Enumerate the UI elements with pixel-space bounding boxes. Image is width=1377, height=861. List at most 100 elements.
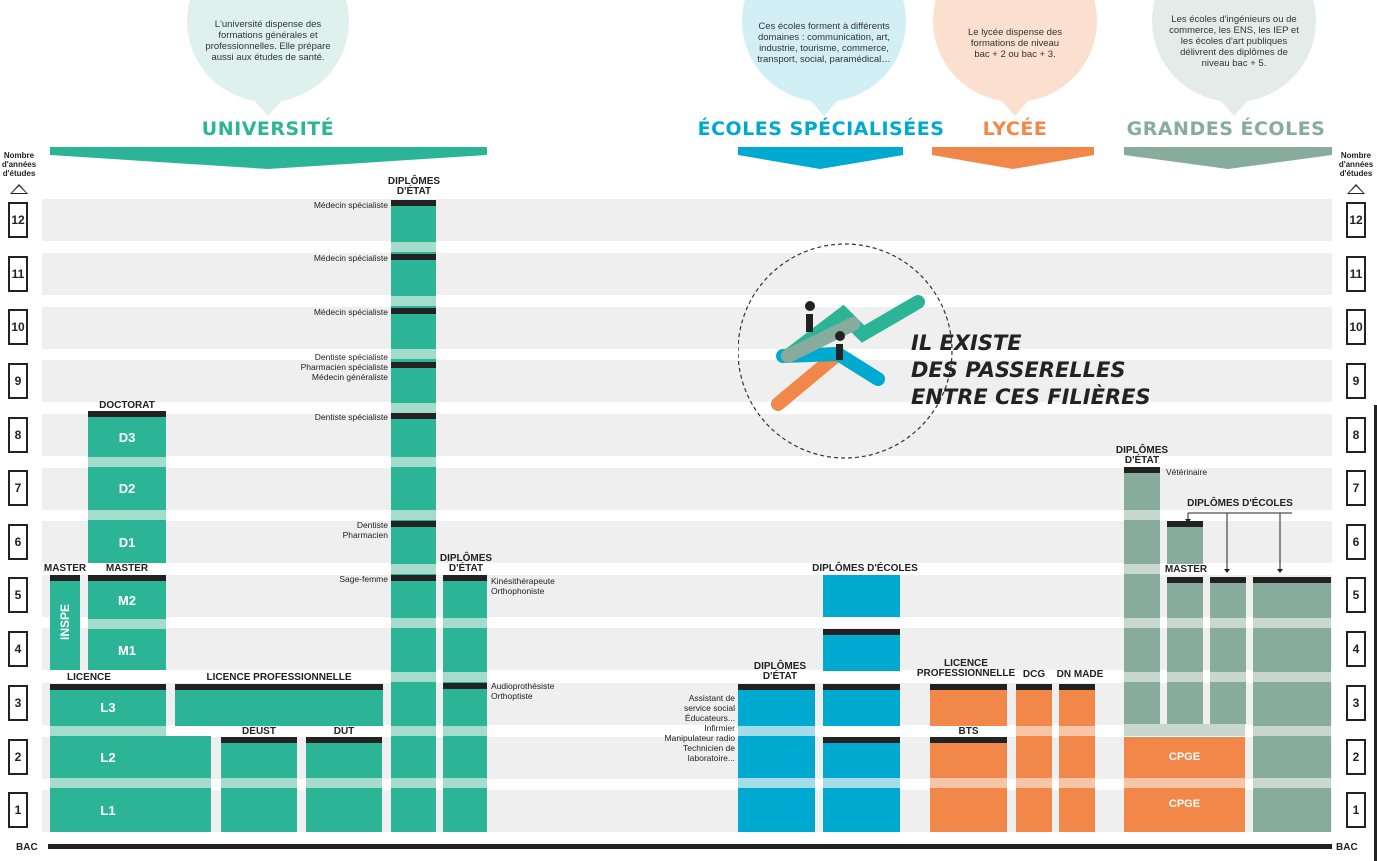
gap-sante-10	[391, 349, 436, 359]
cap-veterinaire	[1124, 467, 1160, 473]
cap-eco-2	[823, 737, 900, 743]
gap-para-4	[443, 672, 487, 682]
cap-sante-8	[391, 413, 436, 419]
label-master-ge: MASTER	[1164, 564, 1208, 575]
year-label-12: 12	[8, 202, 28, 238]
title-grandes-ecoles: GRANDES ÉCOLES	[1126, 118, 1326, 140]
cap-sante-10	[391, 308, 436, 314]
right-edge-bar	[1374, 405, 1377, 861]
gap-ecole-b-4	[1210, 672, 1246, 682]
block-eco-4	[823, 635, 900, 671]
year-label-right-4: 4	[1346, 631, 1366, 667]
gap-dcg-3	[1016, 726, 1052, 736]
cap-sante-5	[391, 575, 436, 581]
category-funnels	[50, 147, 1332, 169]
gap-l2-l1	[50, 778, 211, 788]
year-label-9: 9	[8, 363, 28, 399]
year-label-5: 5	[8, 577, 28, 613]
gap-cpge	[1124, 778, 1245, 788]
gap-d3-d2	[88, 457, 166, 467]
block-m2: M2	[88, 581, 166, 619]
gap-ecole-c-2	[1253, 778, 1331, 788]
cap-eco-etat	[738, 684, 815, 690]
bubble-ecoles: Ces écoles forment à différents domaines…	[742, 0, 906, 116]
block-l1: L1	[50, 788, 211, 832]
block-l3: L3	[50, 690, 166, 726]
cap-sante-11	[391, 254, 436, 260]
block-eco-3	[823, 690, 900, 726]
gap-vet-4	[1124, 672, 1160, 682]
year-label-6: 6	[8, 524, 28, 560]
bac-label-right: BAC	[1336, 842, 1358, 853]
gap-dn-2	[1059, 778, 1095, 788]
cap-master	[88, 575, 166, 581]
block-d2: D2	[88, 467, 166, 510]
cap-dcg	[1016, 684, 1052, 690]
note-dentiste-8: Dentiste spécialiste	[314, 412, 388, 422]
gap-sante-9	[391, 403, 436, 413]
cap-ecole-c	[1253, 577, 1331, 583]
label-diplomes-etat-ge: DIPLÔMES D'ÉTAT	[1115, 445, 1169, 466]
label-dn-made: DN MADE	[1056, 669, 1104, 680]
gap-sante-11	[391, 296, 436, 306]
cap-doctorat	[88, 411, 166, 417]
gap-sante-2	[391, 778, 436, 788]
gap-ecole-c-3	[1253, 726, 1331, 736]
label-diplomes-etat-para: DIPLÔMES D'ÉTAT	[439, 553, 493, 574]
block-ecole-6	[1167, 527, 1203, 564]
year-label-10: 10	[8, 309, 28, 345]
year-label-7: 7	[8, 470, 28, 506]
block-l2: L2	[50, 736, 211, 778]
gap-para-2	[443, 778, 487, 788]
block-inspe: INSPE	[50, 581, 80, 670]
note-eco-etat: Assistant de service social Éducateurs... I…	[664, 693, 735, 763]
cap-licence-pro	[175, 684, 383, 690]
year-label-2: 2	[8, 739, 28, 775]
label-dut: DUT	[333, 726, 355, 737]
gap-bts	[930, 778, 1007, 788]
gap-ecole-c-4	[1253, 672, 1331, 682]
label-diplomes-etat-sante: DIPLÔMES D'ÉTAT	[387, 176, 441, 197]
block-dut-1	[306, 788, 382, 832]
gap-sante-8	[391, 457, 436, 467]
gap-sante-4	[391, 672, 436, 682]
bac-label-left: BAC	[16, 842, 38, 853]
label-doctorat: DOCTORAT	[99, 400, 155, 411]
title-universite: UNIVERSITÉ	[201, 118, 335, 140]
gap-para-3	[443, 726, 487, 736]
year-label-4: 4	[8, 631, 28, 667]
cap-eco-4	[823, 629, 900, 635]
label-licence-pro: LICENCE PROFESSIONNELLE	[206, 672, 352, 683]
gap-ge-top	[1124, 724, 1245, 736]
gap-sante-3	[391, 726, 436, 736]
year-band-7	[42, 468, 1332, 510]
label-deust: DEUST	[242, 726, 276, 737]
block-dcg	[1016, 690, 1052, 832]
year-label-right-9: 9	[1346, 363, 1366, 399]
gap-sante-7	[391, 510, 436, 520]
label-master: MASTER	[105, 563, 149, 574]
bubble-universite: L'université dispense des formations gén…	[187, 0, 349, 116]
note-annee-6: Dentiste Pharmacien	[342, 520, 388, 540]
block-deust-1	[221, 788, 297, 832]
cap-inspe	[50, 575, 80, 581]
note-annee-9: Dentiste spécialiste Pharmacien spécialis…	[300, 352, 388, 382]
block-ecole-b	[1210, 583, 1246, 724]
gap-dcg-2	[1016, 778, 1052, 788]
gap-l3-l2	[50, 726, 166, 736]
label-licence-pro-lycee: LICENCE PROFESSIONNELLE	[916, 658, 1016, 679]
gap-eco-etat-2	[738, 778, 815, 788]
block-eco-etat	[738, 690, 815, 832]
title-lycee: LYCÉE	[982, 118, 1048, 140]
label-bts: BTS	[958, 726, 979, 737]
year-label-right-12: 12	[1346, 202, 1366, 238]
year-band-10	[42, 307, 1332, 349]
bubble-grandes-ecoles: Les écoles d'ingénieurs ou de commerce, …	[1152, 0, 1316, 116]
bubble-lycee: Le lycée dispense des formations de nive…	[933, 0, 1097, 116]
gap-m2-m1	[88, 619, 166, 629]
gap-vet-6	[1124, 564, 1160, 574]
year-label-1: 1	[8, 792, 28, 828]
year-band-8	[42, 414, 1332, 456]
gap-deust	[221, 778, 297, 788]
block-d3: D3	[88, 417, 166, 457]
